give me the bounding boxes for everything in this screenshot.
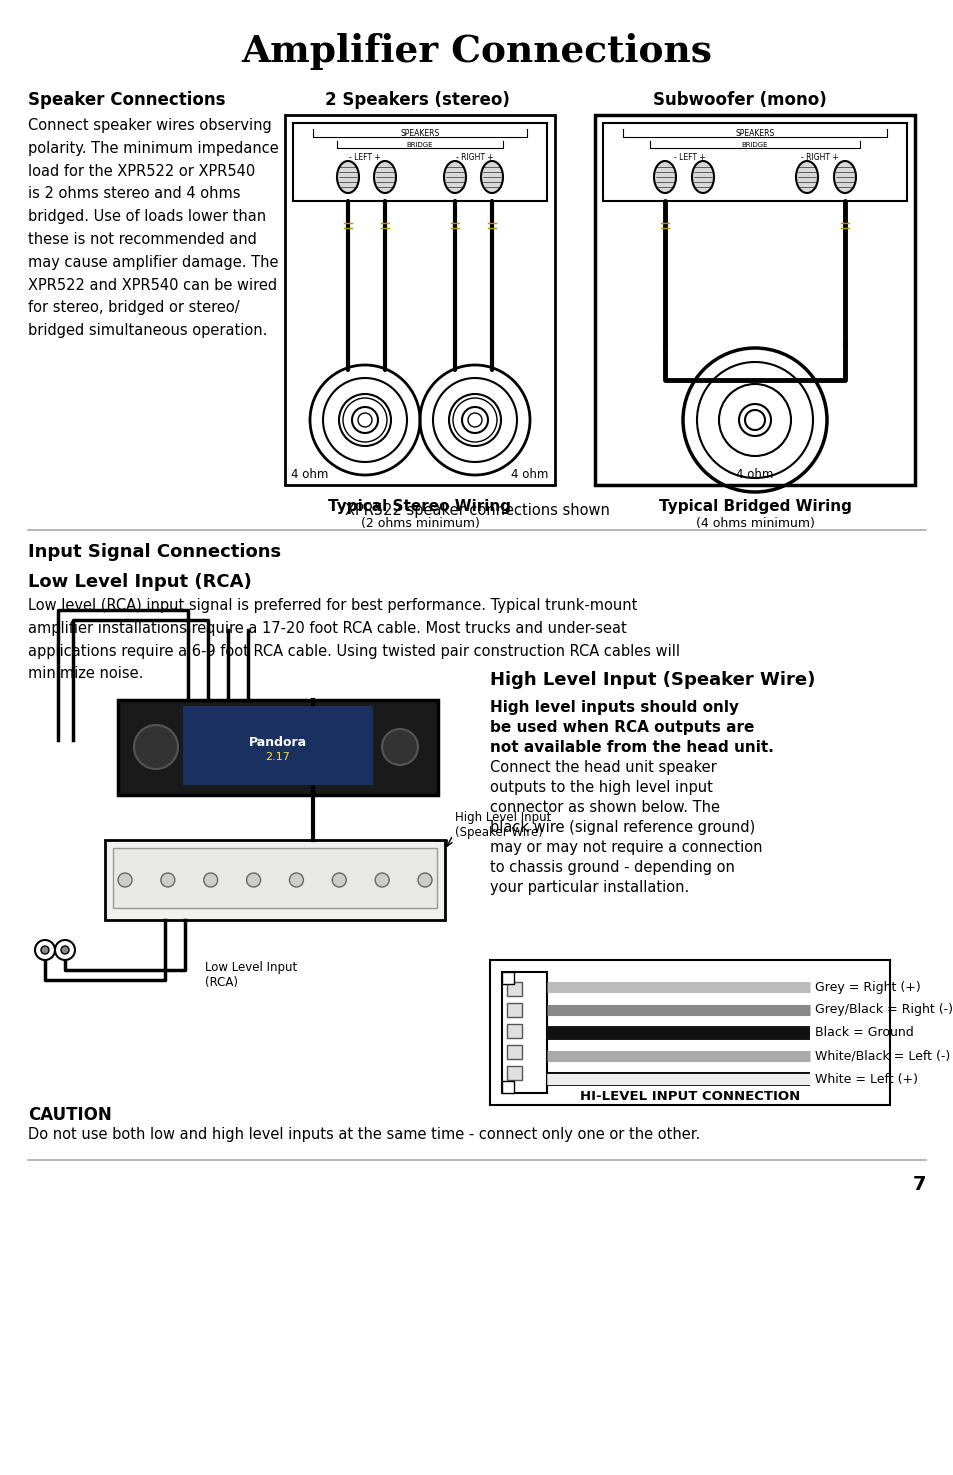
Circle shape [381,729,417,766]
Bar [506,1003,521,1016]
Circle shape [375,873,389,886]
Circle shape [118,873,132,886]
Circle shape [161,873,174,886]
Circle shape [468,413,481,426]
Text: SPEAKERS: SPEAKERS [400,128,439,137]
Circle shape [204,873,217,886]
Text: White = Left (+): White = Left (+) [814,1072,917,1086]
Text: - RIGHT +: - RIGHT + [801,152,838,161]
Text: Input Signal Connections: Input Signal Connections [28,543,281,560]
Bar [501,972,514,984]
Circle shape [289,873,303,886]
Bar [506,1024,521,1038]
Ellipse shape [654,161,676,193]
Circle shape [61,945,69,954]
Ellipse shape [691,161,713,193]
Circle shape [55,940,75,960]
Text: Speaker Connections: Speaker Connections [28,91,225,109]
Circle shape [133,726,178,768]
Text: Grey = Right (+): Grey = Right (+) [814,981,920,994]
Text: Low level (RCA) input signal is preferred for best performance. Typical trunk-mo: Low level (RCA) input signal is preferre… [28,597,679,681]
Bar [112,848,436,909]
Ellipse shape [443,161,465,193]
Text: be used when RCA outputs are: be used when RCA outputs are [490,720,754,735]
Text: Pandora: Pandora [249,736,307,748]
Ellipse shape [480,161,502,193]
Text: 4 ohm: 4 ohm [736,469,773,481]
Text: High level inputs should only: High level inputs should only [490,701,739,715]
Text: Connect speaker wires observing
polarity. The minimum impedance
load for the XPR: Connect speaker wires observing polarity… [28,118,278,338]
Text: black wire (signal reference ground): black wire (signal reference ground) [490,820,755,835]
Circle shape [357,413,372,426]
Bar [118,701,437,795]
Bar [293,122,546,201]
Ellipse shape [336,161,358,193]
Text: 2 Speakers (stereo): 2 Speakers (stereo) [324,91,509,109]
Text: not available from the head unit.: not available from the head unit. [490,740,773,755]
Text: Low Level Input (RCA): Low Level Input (RCA) [28,572,252,591]
Bar [285,115,555,485]
Text: your particular installation.: your particular installation. [490,881,688,895]
Circle shape [41,945,49,954]
Text: - RIGHT +: - RIGHT + [456,152,494,161]
Text: connector as shown below. The: connector as shown below. The [490,799,720,816]
Bar [506,1066,521,1080]
Text: 4 ohm: 4 ohm [511,469,548,481]
Ellipse shape [795,161,817,193]
Text: SPEAKERS: SPEAKERS [735,128,774,137]
Text: HI-LEVEL INPUT CONNECTION: HI-LEVEL INPUT CONNECTION [579,1090,800,1103]
Text: XPR522 speaker connections shown: XPR522 speaker connections shown [344,503,609,518]
Text: BRIDGE: BRIDGE [741,142,767,148]
Text: - LEFT +: - LEFT + [349,152,380,161]
Bar [506,1044,521,1059]
Text: BRIDGE: BRIDGE [406,142,433,148]
Text: 2.17: 2.17 [265,752,290,763]
Bar [506,982,521,996]
Circle shape [35,940,55,960]
Text: High Level Input (Speaker Wire): High Level Input (Speaker Wire) [490,671,815,689]
Text: Grey/Black = Right (-): Grey/Black = Right (-) [814,1003,952,1016]
Text: Amplifier Connections: Amplifier Connections [241,34,712,71]
Text: 7: 7 [911,1176,925,1195]
Text: White/Black = Left (-): White/Black = Left (-) [814,1050,949,1062]
Text: CAUTION: CAUTION [28,1106,112,1124]
Text: may or may not require a connection: may or may not require a connection [490,839,761,856]
Bar [183,707,373,785]
Circle shape [246,873,260,886]
Text: Subwoofer (mono): Subwoofer (mono) [653,91,826,109]
Text: Do not use both low and high level inputs at the same time - connect only one or: Do not use both low and high level input… [28,1127,700,1143]
Text: (2 ohms minimum): (2 ohms minimum) [360,516,479,530]
Text: 4 ohm: 4 ohm [291,469,329,481]
Text: (4 ohms minimum): (4 ohms minimum) [695,516,814,530]
Text: to chassis ground - depending on: to chassis ground - depending on [490,860,734,875]
Circle shape [744,410,764,431]
Text: Typical Stereo Wiring: Typical Stereo Wiring [328,500,511,515]
Circle shape [332,873,346,886]
Circle shape [417,873,432,886]
Text: High Level Input
(Speaker Wire): High Level Input (Speaker Wire) [455,811,551,839]
Text: - LEFT +: - LEFT + [674,152,705,161]
Bar [490,960,889,1105]
Text: Connect the head unit speaker: Connect the head unit speaker [490,760,716,774]
Bar [501,972,546,1093]
Text: Typical Bridged Wiring: Typical Bridged Wiring [658,500,850,515]
Text: Black = Ground: Black = Ground [814,1027,913,1040]
Bar [595,115,914,485]
Bar [602,122,906,201]
Text: Low Level Input
(RCA): Low Level Input (RCA) [205,962,297,990]
Bar [105,839,444,920]
Ellipse shape [374,161,395,193]
Bar [501,1081,514,1093]
Text: outputs to the high level input: outputs to the high level input [490,780,712,795]
Ellipse shape [833,161,855,193]
